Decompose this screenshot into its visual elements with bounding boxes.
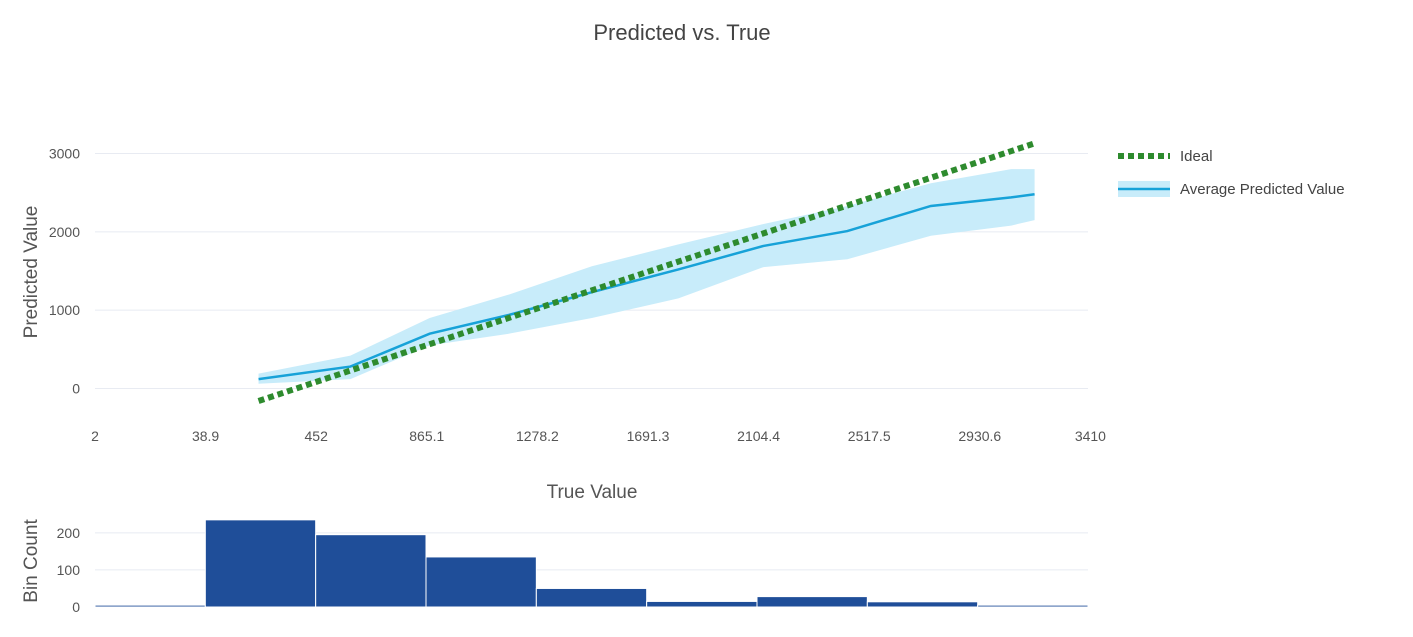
top-x-tick-label: 2 — [91, 428, 99, 444]
top-y-tick-label: 1000 — [49, 302, 80, 318]
top-x-tick-label: 452 — [305, 428, 329, 444]
histogram-bar — [646, 600, 758, 608]
bottom-y-tick-label: 200 — [57, 525, 81, 541]
histogram-bar — [977, 604, 1089, 608]
bottom-plot: True Value 0 100 200 Bin Count — [21, 482, 1089, 615]
top-y-tick-labels: 0 1000 2000 3000 — [49, 146, 80, 397]
legend[interactable]: Ideal Average Predicted Value — [1118, 148, 1345, 198]
top-x-tick-label: 38.9 — [192, 428, 219, 444]
bottom-y-tick-label: 0 — [72, 599, 80, 615]
legend-ideal-label: Ideal — [1180, 148, 1213, 165]
ideal-line — [257, 140, 1036, 404]
bottom-y-tick-labels: 0 100 200 — [57, 525, 81, 615]
top-x-tick-label: 2930.6 — [958, 428, 1001, 444]
histogram-bar — [94, 604, 206, 608]
top-y-tick-label: 0 — [72, 381, 80, 397]
top-y-tick-label: 3000 — [49, 146, 80, 162]
bottom-y-axis-title: Bin Count — [21, 519, 42, 603]
top-y-tick-label: 2000 — [49, 224, 80, 240]
top-gridlines — [95, 153, 1088, 389]
histogram-bar — [204, 519, 317, 608]
legend-average-label: Average Predicted Value — [1180, 181, 1345, 198]
top-x-tick-label: 2517.5 — [848, 428, 891, 444]
histogram-bar — [315, 534, 427, 608]
top-x-tick-label: 1278.2 — [516, 428, 559, 444]
top-y-axis-title: Predicted Value — [21, 206, 42, 339]
top-x-tick-label: 3410 — [1075, 428, 1106, 444]
top-x-tick-label: 865.1 — [409, 428, 444, 444]
histogram-bar — [425, 556, 537, 608]
bottom-x-axis-title: True Value — [547, 482, 638, 503]
top-x-tick-labels: 2 38.9 452 865.1 1278.2 1691.3 2104.4 2517.5 293… — [91, 428, 1106, 444]
chart-title: Predicted vs. True — [593, 20, 770, 45]
bottom-y-tick-label: 100 — [57, 562, 81, 578]
histogram-bar — [866, 601, 979, 608]
top-x-tick-label: 2104.4 — [737, 428, 780, 444]
top-x-tick-label: 1691.3 — [627, 428, 670, 444]
histogram-bar — [535, 587, 648, 608]
histogram-bar — [756, 596, 868, 608]
legend-item-ideal[interactable]: Ideal — [1118, 148, 1213, 165]
histogram-bars — [94, 519, 1089, 608]
prediction-band — [258, 169, 1035, 384]
legend-item-average[interactable]: Average Predicted Value — [1118, 181, 1345, 198]
average-predicted-line — [258, 192, 1035, 381]
